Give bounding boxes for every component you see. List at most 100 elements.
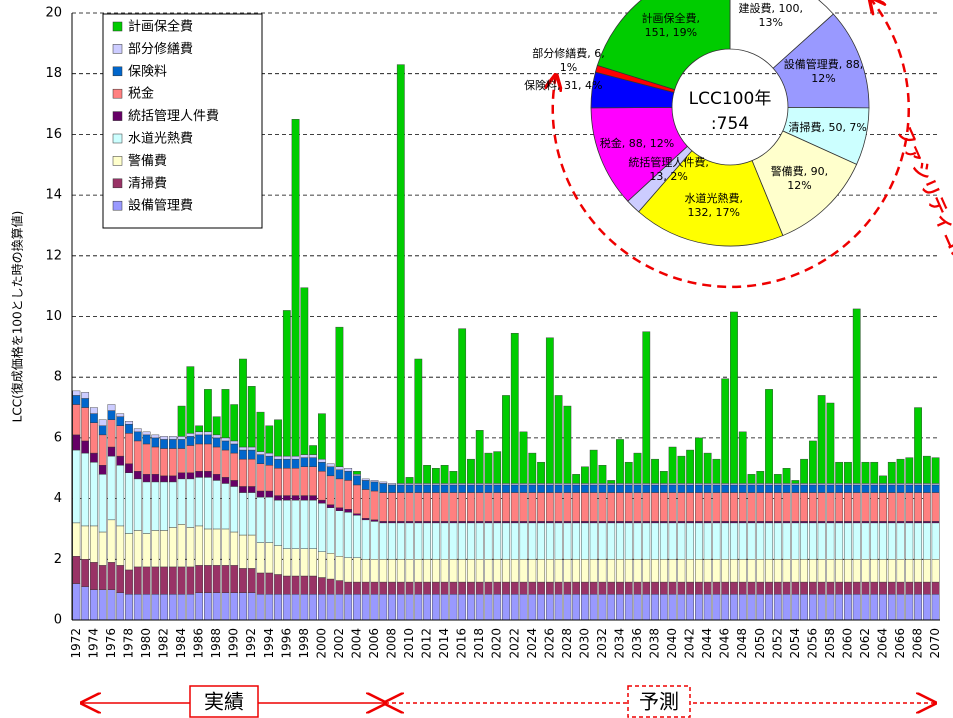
bar-segment (598, 522, 607, 560)
bar-segment (922, 483, 931, 486)
donut-slice (638, 150, 784, 247)
bar-segment (861, 492, 870, 522)
bar-segment (730, 483, 738, 486)
bar-segment (274, 545, 282, 575)
bar-segment (703, 521, 712, 524)
bar-segment (414, 484, 423, 493)
bar-segment (449, 522, 458, 560)
x-tick-label: 2040 (665, 628, 679, 659)
bar-segment (756, 581, 765, 595)
donut-label: 水道光熱費, 132, 17% (684, 191, 743, 219)
bar-segment (423, 483, 431, 486)
bar-segment (879, 522, 887, 560)
bar-segment (528, 594, 537, 621)
bar-segment (335, 469, 344, 480)
bar-segment (633, 484, 642, 493)
bar-segment (335, 594, 344, 621)
bar-segment (247, 534, 256, 569)
bar-segment (738, 522, 747, 560)
bar-segment (738, 581, 747, 595)
bar-segment (265, 452, 274, 457)
donut-label: 部分修繕費, 6, 1% (532, 46, 605, 74)
bar-segment (282, 548, 291, 577)
y-tick-label: 8 (54, 370, 62, 385)
bar-segment (484, 581, 493, 595)
bar-segment (844, 483, 852, 486)
bar-segment (703, 594, 712, 621)
bar-segment (72, 434, 81, 451)
bar-segment (791, 484, 800, 493)
donut-label: 建設費, 100, 13% (738, 1, 803, 29)
bar-segment (659, 594, 668, 621)
bar-segment (309, 466, 317, 496)
x-tick-label: 2020 (490, 628, 504, 659)
bar-segment (125, 433, 133, 464)
bar-segment (554, 483, 563, 486)
bar-segment (537, 521, 545, 524)
bar-segment (572, 483, 581, 486)
bar-segment (116, 525, 125, 566)
legend-label: 設備管理費 (128, 198, 193, 214)
bar-segment (467, 483, 475, 486)
bar-segment (168, 481, 177, 528)
bar-segment (835, 559, 844, 583)
bar-segment (195, 477, 204, 527)
bar-segment (212, 434, 221, 439)
bar-segment (265, 496, 274, 543)
bar-segment (563, 559, 572, 583)
bar-segment (826, 492, 835, 522)
bar-segment (467, 522, 475, 560)
bar-segment (537, 522, 545, 560)
bar-segment (914, 484, 922, 493)
bar-segment (195, 525, 204, 566)
bar-segment (914, 581, 922, 595)
bar-segment (467, 484, 475, 493)
bar-segment (458, 328, 467, 484)
x-tick-label: 2010 (402, 628, 416, 659)
donut-label: 計画保全費, 151, 19% (641, 12, 701, 40)
bar-segment (133, 478, 142, 531)
bar-segment (361, 519, 370, 560)
x-tick-label: 1998 (297, 628, 311, 659)
bar-segment (309, 457, 317, 467)
bar-segment (624, 521, 633, 524)
bar-segment (510, 559, 519, 583)
bar-segment (633, 522, 642, 560)
bar-segment (265, 425, 274, 454)
bar-segment (484, 484, 493, 493)
bar-segment (160, 566, 168, 595)
bar-segment (826, 559, 835, 583)
bar-segment (282, 594, 291, 621)
bar-segment (353, 594, 361, 621)
bar-segment (151, 594, 160, 621)
bar-segment (458, 521, 467, 524)
bar-segment (791, 594, 800, 621)
bar-segment (712, 492, 721, 522)
bar-segment (826, 594, 835, 621)
bar-segment (300, 594, 309, 621)
bar-segment (931, 522, 940, 560)
bar-segment (651, 522, 659, 560)
bar-segment (230, 565, 239, 593)
bar-segment (738, 594, 747, 621)
bar-segment (423, 492, 431, 522)
bar-segment (361, 581, 370, 595)
bar-segment (396, 492, 405, 522)
bar-segment (914, 407, 922, 484)
bar-segment (361, 518, 370, 521)
legend-swatch (112, 111, 123, 121)
bar-segment (431, 492, 440, 522)
bar-segment (528, 521, 537, 524)
bar-segment (721, 483, 730, 486)
bar-segment (204, 477, 212, 530)
x-tick-label: 1986 (192, 628, 206, 659)
bar-segment (887, 492, 896, 522)
bar-segment (335, 478, 344, 508)
bar-segment (914, 483, 922, 486)
bar-segment (317, 461, 326, 472)
bar-segment (81, 559, 90, 587)
bar-segment (642, 492, 651, 522)
bar-segment (519, 431, 528, 484)
bar-segment (773, 581, 782, 595)
bar-segment (695, 483, 703, 486)
